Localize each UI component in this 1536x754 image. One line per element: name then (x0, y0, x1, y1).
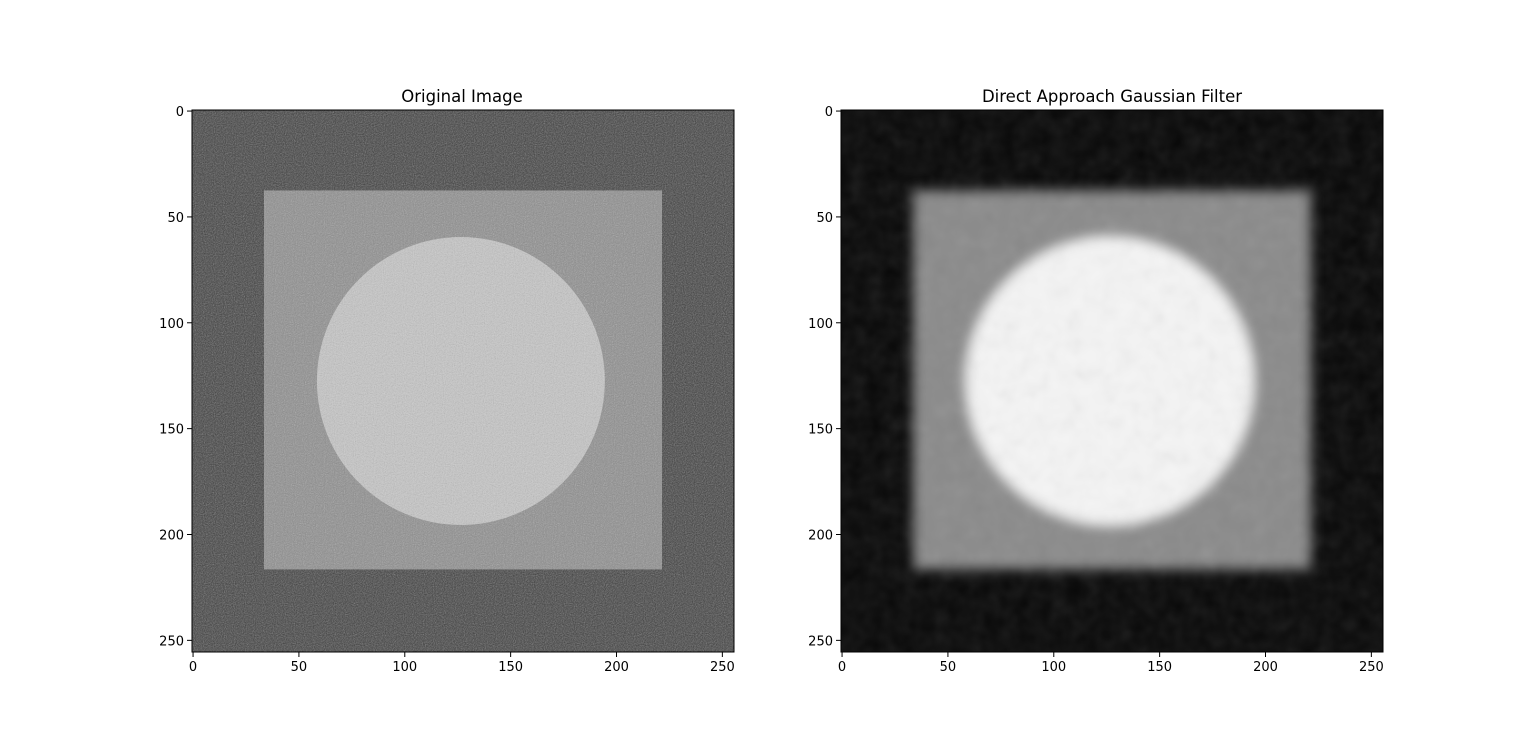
x-tick-label: 0 (189, 660, 197, 675)
y-tick-label: 200 (808, 528, 833, 543)
y-tick-label: 250 (808, 634, 833, 649)
x-tick-label: 200 (604, 660, 629, 675)
chart-title: Original Image (401, 87, 523, 106)
x-tick-label: 50 (291, 660, 308, 675)
y-tick-label: 50 (816, 211, 833, 226)
y-tick-label: 100 (808, 317, 833, 332)
y-tick-label: 50 (167, 211, 184, 226)
image-filtered (841, 110, 1383, 652)
chart-title: Direct Approach Gaussian Filter (982, 87, 1242, 106)
y-tick-label: 150 (159, 423, 184, 438)
panel-original: Original Image 0 50 100 150 200 250 0 50 100 150 2… (159, 87, 735, 675)
x-tick-label: 150 (1147, 660, 1172, 675)
y-tick-label: 0 (176, 105, 184, 120)
y-tick-label: 0 (825, 105, 833, 120)
image-original (192, 110, 734, 652)
y-tick-label: 200 (159, 528, 184, 543)
x-tick-label: 0 (838, 660, 846, 675)
x-tick-label: 200 (1253, 660, 1278, 675)
y-tick-label: 150 (808, 423, 833, 438)
x-tick-label: 100 (392, 660, 417, 675)
x-tick-label: 150 (498, 660, 523, 675)
panel-filtered: Direct Approach Gaussian Filter 0 50 100 15… (808, 87, 1384, 675)
x-tick-label: 250 (1359, 660, 1384, 675)
x-tick-label: 50 (940, 660, 957, 675)
image-noise-overlay (841, 110, 1383, 652)
x-tick-label: 250 (710, 660, 735, 675)
y-tick-label: 250 (159, 634, 184, 649)
image-noise-overlay (192, 110, 734, 652)
y-tick-label: 100 (159, 317, 184, 332)
x-tick-label: 100 (1041, 660, 1066, 675)
